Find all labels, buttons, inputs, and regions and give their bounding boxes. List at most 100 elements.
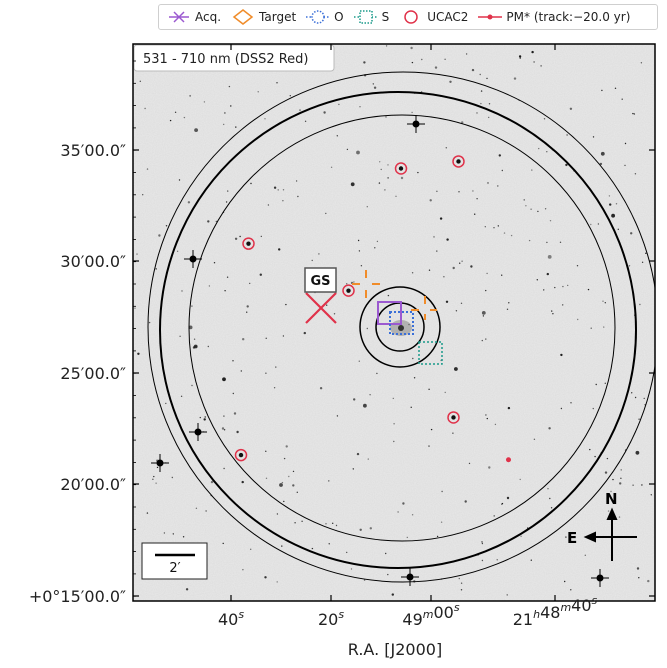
field-star (224, 112, 226, 114)
field-star (239, 235, 241, 238)
field-star (461, 260, 463, 262)
field-star (224, 290, 226, 292)
field-star (621, 98, 623, 100)
field-star (620, 477, 622, 479)
field-star (385, 552, 387, 555)
field-star (639, 303, 641, 306)
ucac2-star-core (456, 159, 461, 164)
field-star (295, 180, 298, 182)
field-star (273, 186, 277, 189)
field-star (595, 383, 597, 386)
field-star (506, 308, 509, 310)
field-star (650, 494, 652, 496)
field-star (376, 372, 378, 375)
field-star (482, 315, 485, 317)
field-star (548, 427, 551, 430)
field-star (443, 276, 445, 278)
acq-cross-icon (169, 11, 189, 23)
x-tick-label: 40s (218, 608, 244, 629)
field-star (205, 510, 207, 512)
field-star (191, 305, 193, 307)
pm-track-icon (478, 14, 503, 20)
field-star (488, 466, 491, 469)
field-star (288, 475, 290, 478)
target-galaxy-core (398, 325, 404, 331)
ucac2-star-core (398, 166, 404, 171)
field-star (486, 77, 488, 80)
field-star (181, 290, 183, 292)
ucac2-star-core (451, 415, 456, 420)
field-star (391, 593, 394, 596)
field-star (474, 213, 476, 215)
field-star (195, 507, 198, 509)
field-star (311, 547, 314, 550)
field-star (552, 313, 554, 315)
field-star (476, 112, 478, 114)
field-star (171, 476, 173, 479)
field-star (413, 377, 416, 379)
legend-label-4: UCAC2 (427, 10, 469, 24)
legend-item-0: Acq. (167, 9, 221, 25)
legend: Acq. Target O S UCAC2 PM* (track:−20.0 yr) (158, 4, 658, 30)
legend-item-3: S (353, 9, 389, 25)
ucac2-star (242, 237, 255, 250)
field-star (328, 480, 330, 482)
field-star (240, 370, 242, 372)
field-star (481, 311, 486, 315)
field-star (385, 116, 387, 118)
field-star (533, 61, 535, 63)
field-star (221, 427, 225, 430)
field-star (638, 418, 640, 420)
x-axis: 40s 20s 49m00s 21h48m40s (218, 44, 598, 629)
field-star (638, 577, 640, 579)
field-star (417, 171, 419, 174)
field-star (134, 307, 136, 309)
field-star (411, 61, 414, 64)
field-star (223, 415, 225, 417)
field-star (275, 366, 277, 368)
field-star (481, 541, 483, 543)
field-star (152, 478, 154, 480)
pm-star (506, 457, 511, 463)
field-star (380, 168, 382, 171)
field-star (192, 346, 196, 349)
circle-icon (404, 10, 418, 24)
field-star (537, 210, 539, 213)
field-star (352, 468, 354, 470)
field-star (359, 528, 362, 531)
guide-star-label: GS (310, 274, 330, 289)
field-star (632, 112, 634, 115)
field-star (551, 310, 553, 312)
field-star (326, 304, 328, 306)
field-star (481, 339, 483, 342)
field-star (544, 208, 547, 210)
field-star (559, 241, 562, 243)
field-star (385, 45, 388, 47)
field-star (350, 182, 355, 187)
field-star (372, 83, 374, 85)
field-star (242, 569, 244, 571)
field-star (265, 372, 267, 374)
field-star (276, 581, 278, 583)
scale-bar: 2′ (141, 542, 208, 580)
field-star (179, 335, 181, 337)
field-star (525, 205, 527, 207)
field-star (428, 445, 430, 447)
field-star (367, 458, 369, 460)
field-star (640, 62, 643, 64)
field-star (328, 543, 330, 545)
field-star (609, 203, 612, 206)
field-star (493, 227, 495, 229)
field-star (176, 250, 179, 252)
field-star (183, 116, 186, 119)
y-tick-label: 25′00.0″ (60, 364, 126, 383)
ucac2-stars (234, 155, 465, 462)
field-star (137, 352, 140, 355)
field-star (273, 387, 276, 389)
field-star (400, 176, 404, 180)
x-tick-label: 21h48m40s (513, 594, 598, 629)
field-star (199, 416, 201, 419)
field-star (632, 484, 634, 486)
field-star (628, 265, 631, 267)
field-star (387, 294, 390, 297)
